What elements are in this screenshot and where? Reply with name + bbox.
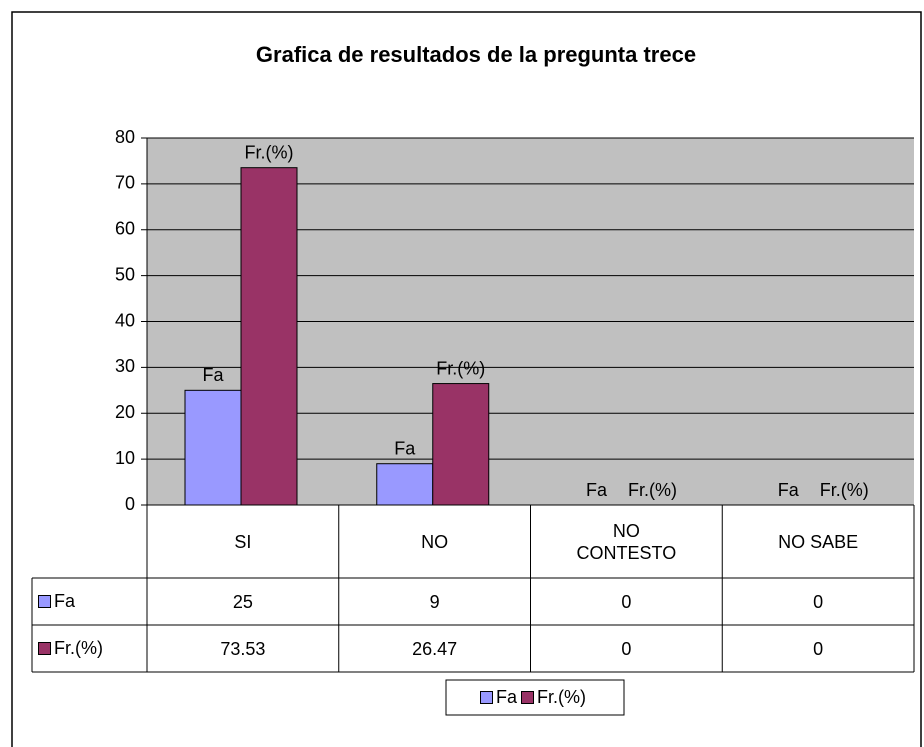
y-tick-label: 60	[115, 219, 135, 239]
x-tick-label: NO CONTESTO	[576, 520, 677, 563]
chart-title: Grafica de resultados de la pregunta tre…	[256, 42, 696, 67]
y-tick-label: 70	[115, 173, 135, 193]
y-tick-label: 30	[115, 356, 135, 376]
table-value: 26.47	[412, 638, 458, 659]
data-label: Fa	[586, 480, 608, 500]
data-label: Fr.(%)	[436, 358, 485, 378]
data-label: Fr.(%)	[245, 142, 294, 162]
y-tick-label: 10	[115, 448, 135, 468]
y-tick-label: 80	[115, 127, 135, 147]
data-label: Fa	[394, 438, 416, 458]
data-label: Fr.(%)	[628, 480, 677, 500]
x-tick-label: NO SABE	[778, 531, 859, 552]
bar	[184, 389, 242, 506]
y-tick-label: 40	[115, 310, 135, 330]
bar	[240, 167, 298, 506]
table-value: 0	[813, 591, 824, 612]
category-cell: NO CONTESTO	[531, 505, 723, 578]
category-cell: SI	[147, 505, 339, 578]
y-tick-label: 50	[115, 264, 135, 284]
swatch	[38, 642, 51, 655]
bar	[376, 463, 434, 506]
y-tick-label: 0	[125, 494, 135, 514]
legend: Fa Fr.(%)	[446, 680, 624, 715]
legend-box	[445, 679, 625, 716]
table-value: 0	[621, 591, 632, 612]
table-value: 25	[232, 591, 253, 612]
table-series-name: Fa	[54, 591, 76, 611]
data-label: Fr.(%)	[820, 480, 869, 500]
category-cell: NO	[339, 505, 531, 578]
legend-label: Fa	[495, 687, 517, 707]
y-tick-label: 20	[115, 402, 135, 422]
x-tick-label: NO	[421, 531, 449, 552]
swatch	[38, 595, 51, 608]
table-value: 0	[813, 638, 824, 659]
table-value: 73.53	[220, 638, 266, 659]
legend-label: Fr.(%)	[537, 687, 586, 707]
table-legend-key: Fa	[38, 578, 75, 625]
legend-swatch	[521, 691, 534, 704]
table-series-name: Fr.(%)	[54, 638, 103, 658]
legend-swatch	[479, 691, 493, 704]
bar	[432, 383, 490, 506]
x-tick-label: SI	[234, 531, 252, 552]
data-label: Fa	[778, 480, 800, 500]
table-value: 9	[429, 591, 440, 612]
table-legend-key: Fr.(%)	[38, 625, 103, 672]
table-value: 0	[621, 638, 632, 659]
category-cell: NO SABE	[722, 505, 914, 578]
data-label: Fa	[202, 365, 224, 385]
